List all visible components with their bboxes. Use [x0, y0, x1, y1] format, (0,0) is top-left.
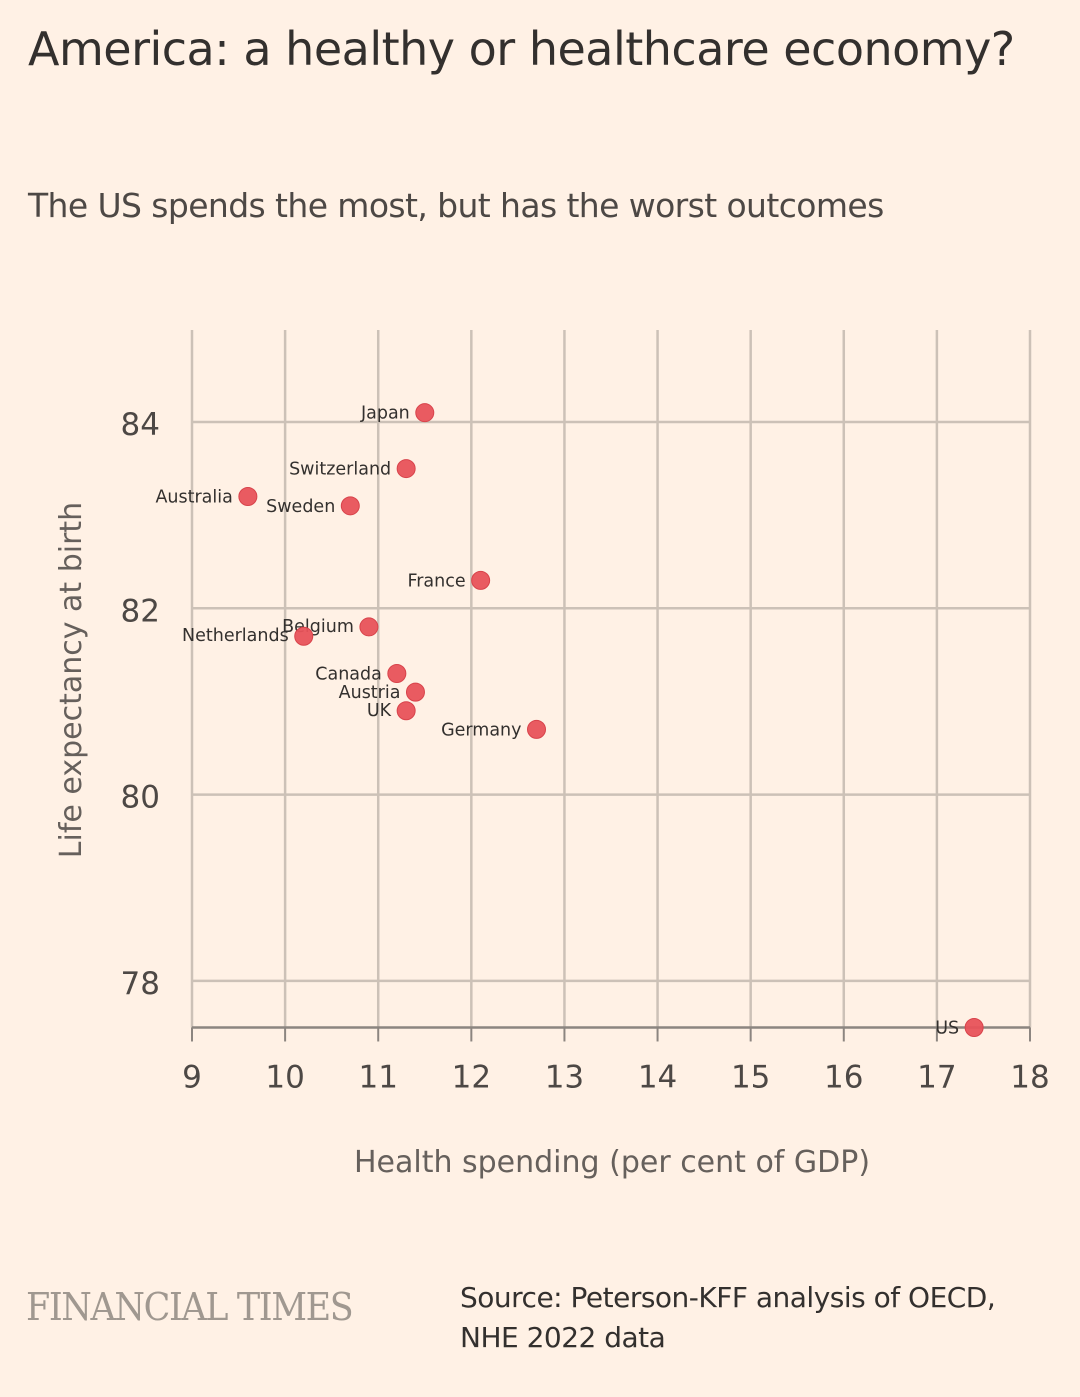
x-tick-label-14: 14 — [638, 1059, 677, 1095]
vertical-gridlines — [190, 330, 1032, 1028]
point-belgium — [359, 617, 379, 637]
x-tick-label-11: 11 — [358, 1059, 397, 1095]
y-tick-label-84: 84 — [121, 407, 160, 443]
point-japan — [415, 403, 435, 423]
point-label-canada: Canada — [315, 665, 382, 685]
point-label-sweden: Sweden — [266, 497, 335, 517]
point-germany — [527, 719, 547, 739]
y-tick-label-78: 78 — [121, 966, 160, 1002]
point-netherlands — [294, 626, 314, 646]
x-tick-labels: 9 10 11 12 13 14 15 16 17 18 — [182, 1059, 1050, 1095]
point-label-australia: Australia — [155, 488, 232, 508]
point-labels: Japan Switzerland Australia Sweden France Bel… — [155, 404, 959, 1039]
chart-title: America: a healthy or healthcare economy… — [28, 22, 1015, 76]
scatter-chart: 78 80 82 84 9 10 11 12 13 14 15 16 17 18 Japan Switze… — [54, 330, 1050, 1180]
point-label-france: France — [407, 571, 465, 591]
x-axis-label: Health spending (per cent of GDP) — [354, 1145, 870, 1180]
x-tick-label-12: 12 — [452, 1059, 491, 1095]
point-label-netherlands: Netherlands — [182, 626, 289, 646]
x-tick-label-10: 10 — [265, 1059, 304, 1095]
point-label-switzerland: Switzerland — [289, 460, 391, 480]
y-tick-label-80: 80 — [121, 780, 160, 816]
x-tick-label-16: 16 — [824, 1059, 863, 1095]
x-tick-label-15: 15 — [731, 1059, 770, 1095]
x-tick-label-9: 9 — [182, 1059, 202, 1095]
x-axis — [191, 1026, 1031, 1042]
point-label-uk: UK — [367, 701, 392, 721]
point-switzerland — [396, 459, 416, 479]
point-us — [964, 1017, 984, 1037]
data-points — [238, 403, 984, 1037]
source-note: Source: Peterson-KFF analysis of OECD, N… — [460, 1278, 1060, 1358]
point-sweden — [340, 496, 360, 516]
x-tick-label-13: 13 — [545, 1059, 584, 1095]
point-label-germany: Germany — [441, 720, 521, 740]
point-australia — [238, 487, 258, 507]
y-tick-labels: 78 80 82 84 — [121, 407, 160, 1002]
point-label-japan: Japan — [360, 404, 410, 424]
x-tick-label-17: 17 — [917, 1059, 956, 1095]
point-france — [471, 570, 491, 590]
point-label-us: US — [935, 1018, 959, 1038]
y-axis-label: Life expectancy at birth — [54, 502, 89, 858]
x-tick-label-18: 18 — [1010, 1059, 1049, 1095]
ft-logo: FINANCIAL TIMES — [26, 1285, 354, 1329]
point-label-austria: Austria — [339, 683, 401, 703]
point-austria — [405, 682, 425, 702]
point-canada — [387, 664, 407, 684]
point-uk — [396, 701, 416, 721]
point-label-belgium: Belgium — [282, 617, 354, 637]
y-tick-label-82: 82 — [121, 593, 160, 629]
source-line-1: Source: Peterson-KFF analysis of OECD, — [460, 1281, 996, 1314]
source-line-2: NHE 2022 data — [460, 1321, 666, 1354]
horizontal-gridlines — [192, 420, 1030, 983]
chart-subtitle: The US spends the most, but has the wors… — [28, 186, 884, 225]
